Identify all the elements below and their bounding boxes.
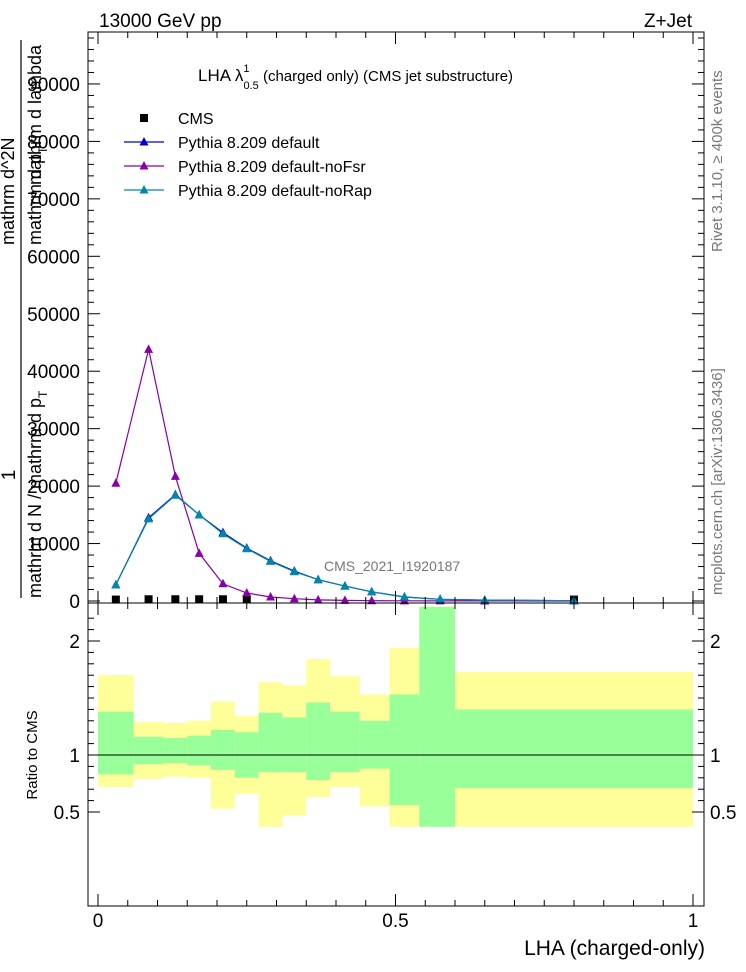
ratio-ytick-label-right: 1 [710,746,721,767]
mc-data-point [170,490,180,499]
header-left: 13000 GeV pp [99,11,222,32]
cms-data-point [144,595,153,604]
header-right: Z+Jet [644,11,693,32]
ratio-band-inner [359,720,390,769]
ratio-ytick-label-right: 2 [710,632,721,653]
mc-data-point [170,471,180,480]
rivet-label: Rivet 3.1.10, ≥ 400k events [709,70,726,252]
cms-data-point [195,595,204,604]
mc-data-point [435,594,445,603]
mc-data-point [367,595,377,605]
legend-marker [139,161,149,170]
main-ytick-label: 30000 [27,420,80,441]
mc-data-point [266,556,276,565]
ratio-band-inner [330,711,360,773]
ylabel-denominator: mathrm d N / mathrm d pT [25,390,50,598]
mc-data-point [218,528,228,538]
ratio-band-inner [163,737,188,763]
ylabel-one: 1 [0,470,20,481]
cms-data-point [218,595,227,604]
x-axis-label: LHA (charged-only) [524,937,705,960]
cms-data-point [171,595,180,604]
mc-data-point [313,574,323,584]
ratio-ytick-label: 1 [69,746,80,767]
mc-data-point [242,543,252,553]
main-ytick-label: 60000 [27,247,80,268]
ratio-band-inner [211,729,235,770]
ylabel-dpt: mathrm d pT [25,146,50,245]
ratio-band-inner [389,694,420,806]
chart-title: LHA λ1 0.5 (charged only) (CMS jet substr… [198,63,513,92]
ratio-ylabel: Ratio to CMS [24,710,41,799]
ratio-band-inner [455,709,693,789]
ratio-band-inner [258,712,283,773]
ratio-band-inner [306,702,331,781]
ratio-band-inner [133,736,164,765]
mc-data-point [399,591,409,601]
ratio-band-inner [282,717,307,773]
main-ytick-label: 80000 [27,132,80,153]
mc-data-point [111,478,121,487]
legend-marker [139,137,149,146]
legend-label: Pythia 8.209 default-noRap [178,183,372,200]
mc-data-point [367,586,377,596]
xtick-label: 0.5 [382,911,408,932]
xtick-label: 0 [93,911,104,932]
legend-marker [140,114,148,122]
legend-label: Pythia 8.209 default-noFsr [178,159,366,176]
main-ytick-label: 0 [69,592,80,613]
mc-data-point [144,513,154,523]
ratio-plot: 0.5 0.5 1 1 2 2 0 0.5 1 Ratio to CMS LHA (charg… [24,602,736,960]
ratio-band-inner [98,711,134,775]
legend-marker [139,185,149,194]
mc-data-point [218,578,228,588]
legend-label: Pythia 8.209 default [178,135,320,152]
mc-data-point [289,593,299,603]
mc-data-point [340,595,350,604]
main-ytick-label: 20000 [27,477,80,498]
legend-label: CMS [178,111,214,128]
mc-data-point [289,566,299,576]
ylabel-dlambda: mathrm d lambda [25,44,45,185]
mc-data-point [242,587,252,597]
main-plot: 0 10000 20000 30000 40000 50000 60000 70000 8000… [0,31,705,613]
ratio-band-inner [187,735,212,766]
ratio-ytick-label: 0.5 [54,803,80,824]
xtick-label: 1 [688,911,699,932]
mc-data-point [340,581,350,590]
mc-data-point [266,591,276,601]
main-ylabel: 1 mathrm d N / mathrm d pT mathrm d^2N m… [0,40,50,598]
mc-data-point [313,594,323,604]
main-ytick-label: 40000 [27,362,80,383]
mcplots-label: mcplots.cern.ch [arXiv:1306.3436] [709,368,726,595]
main-ytick-label: 50000 [27,305,80,326]
main-ytick-label: 70000 [27,190,80,211]
cms-data-point [111,595,120,604]
mc-data-point [194,509,204,519]
ylabel-numerator: mathrm d^2N [0,138,18,245]
mc-data-point [111,579,121,589]
watermark: CMS_2021_I1920187 [324,558,460,574]
main-ytick-label: 10000 [27,535,80,556]
legend: CMS Pythia 8.209 default Pythia 8.209 defa… [124,111,372,200]
ratio-band-inner [419,606,455,827]
main-ytick-label: 90000 [27,75,80,96]
mc-data-point [194,548,204,557]
ratio-ytick-label-right: 0.5 [710,803,736,824]
ratio-ytick-label: 2 [69,632,80,653]
mc-data-point [144,344,154,353]
